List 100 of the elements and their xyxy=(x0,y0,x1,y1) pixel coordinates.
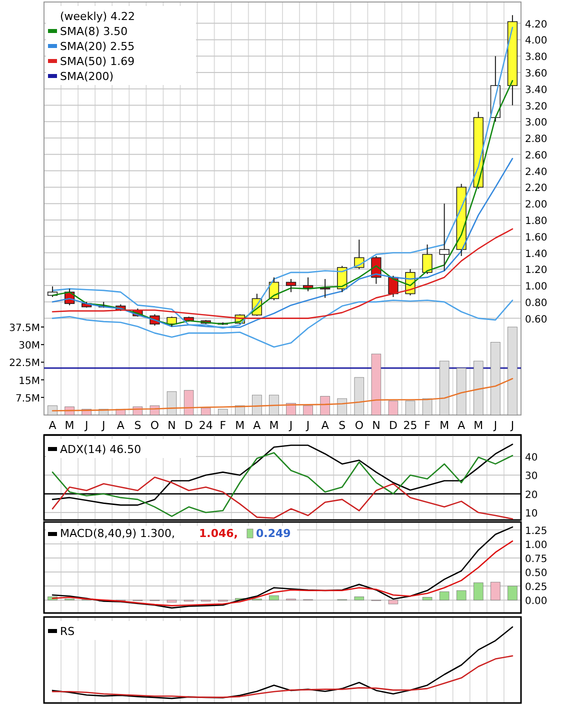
x-tick-label: M xyxy=(235,419,245,432)
line-series xyxy=(52,26,514,329)
candlestick xyxy=(439,203,450,272)
x-tick-label: 24 xyxy=(198,419,213,432)
bar xyxy=(320,396,330,416)
bar xyxy=(337,398,348,416)
x-tick-label: 25 xyxy=(403,419,418,432)
y-tick-label: 0.25 xyxy=(525,582,548,594)
bar xyxy=(490,342,500,416)
bar xyxy=(474,582,484,600)
y-tick-label: 3.20 xyxy=(525,101,548,112)
x-tick-label: O xyxy=(150,419,160,432)
bar xyxy=(48,405,58,416)
y-tick-label: 30M xyxy=(18,340,40,352)
x-tick-label: S xyxy=(134,419,142,432)
x-tick-label: J xyxy=(84,419,88,432)
x-tick-label: S xyxy=(338,419,346,432)
candlestick xyxy=(320,278,330,298)
x-tick-label: A xyxy=(116,419,125,432)
text: 1.046, xyxy=(199,527,238,540)
x-tick-label: M xyxy=(440,419,450,432)
candlestick xyxy=(166,316,177,327)
y-tick-label: 1.40 xyxy=(525,248,548,260)
bar xyxy=(252,394,262,416)
y-tick-label: 3.80 xyxy=(525,52,548,64)
y-tick-label: 0.60 xyxy=(525,314,548,326)
legend-label: SMA(8) 3.50 xyxy=(60,25,128,38)
y-tick-label: 1.20 xyxy=(525,265,548,276)
bar xyxy=(200,408,211,416)
y-tick-label: 37.5M xyxy=(9,323,40,334)
line-series xyxy=(52,540,514,606)
y-tick-label: 0.50 xyxy=(525,568,548,579)
y-tick-label: 4.20 xyxy=(525,19,548,30)
bar xyxy=(218,408,228,416)
bar xyxy=(166,391,177,416)
text: (weekly) 4.22 xyxy=(60,10,136,23)
bar xyxy=(474,360,484,416)
y-tick-label: 2.20 xyxy=(525,183,548,194)
bar xyxy=(456,368,466,416)
y-tick-label: 1.00 xyxy=(525,540,548,551)
bar xyxy=(490,582,500,600)
bar xyxy=(166,600,177,603)
bar xyxy=(354,377,364,416)
y-tick-label: 40 xyxy=(525,452,538,464)
line-series xyxy=(52,378,514,412)
x-tick-label: N xyxy=(372,419,380,432)
y-tick-label: 4.00 xyxy=(525,36,548,47)
candlestick xyxy=(507,14,518,106)
y-tick-label: 1.60 xyxy=(525,232,548,244)
x-tick-label: J xyxy=(510,419,514,432)
y-tick-label: 2.40 xyxy=(525,166,548,178)
y-tick-label: 10 xyxy=(525,508,538,520)
y-tick-label: 1.25 xyxy=(525,526,548,537)
y-tick-label: 30 xyxy=(525,471,538,482)
y-tick-label: 15M xyxy=(18,376,40,387)
bar xyxy=(388,600,398,604)
x-tick-label: J xyxy=(305,419,310,432)
y-tick-label: 20 xyxy=(525,490,538,501)
x-tick-label: F xyxy=(424,419,430,432)
x-tick-label: M xyxy=(64,419,74,432)
bar xyxy=(354,596,364,600)
bar xyxy=(508,326,518,416)
candlestick xyxy=(422,244,432,275)
x-tick-label: J xyxy=(492,419,498,432)
legend-label: ADX(14) 46.50 xyxy=(60,443,142,456)
legend-label: SMA(50) 1.69 xyxy=(60,55,135,68)
x-tick-label: M xyxy=(474,419,484,432)
y-tick-label: 3.00 xyxy=(525,118,548,129)
bar xyxy=(303,405,313,416)
x-tick-label: J xyxy=(101,419,106,432)
x-tick-label: A xyxy=(48,419,57,432)
x-tick-label: D xyxy=(184,419,194,432)
y-tick-label: 0.75 xyxy=(525,554,548,565)
line-series xyxy=(52,300,514,348)
bar xyxy=(405,400,416,416)
bar xyxy=(388,400,398,416)
bar xyxy=(371,354,382,416)
legend-label: SMA(20) 2.55 xyxy=(60,40,135,53)
x-tick-label: N xyxy=(168,419,176,432)
legend-label: MACD(8,40,9) 1.300, xyxy=(60,527,176,540)
line-series xyxy=(52,476,514,520)
x-tick-label: D xyxy=(388,419,398,432)
candlestick xyxy=(286,278,296,293)
legend-label: RS xyxy=(60,625,75,638)
line-series xyxy=(52,526,514,609)
y-tick-label: 2.00 xyxy=(525,200,548,211)
line-series xyxy=(52,228,514,319)
bar xyxy=(422,398,432,416)
x-tick-label: A xyxy=(458,419,466,432)
bar xyxy=(269,595,279,600)
y-tick-label: 22.5M xyxy=(9,358,40,370)
y-tick-label: 2.60 xyxy=(525,150,548,162)
x-tick-label: A xyxy=(253,419,262,432)
y-tick-label: 1.00 xyxy=(525,282,548,293)
y-tick-label: 2.80 xyxy=(525,134,548,146)
y-tick-label: 0.80 xyxy=(525,298,548,309)
legend-label: 0.249 xyxy=(256,527,291,540)
bar xyxy=(269,394,279,416)
y-tick-label: 7.5M xyxy=(15,393,40,404)
x-tick-label: A xyxy=(321,419,330,432)
